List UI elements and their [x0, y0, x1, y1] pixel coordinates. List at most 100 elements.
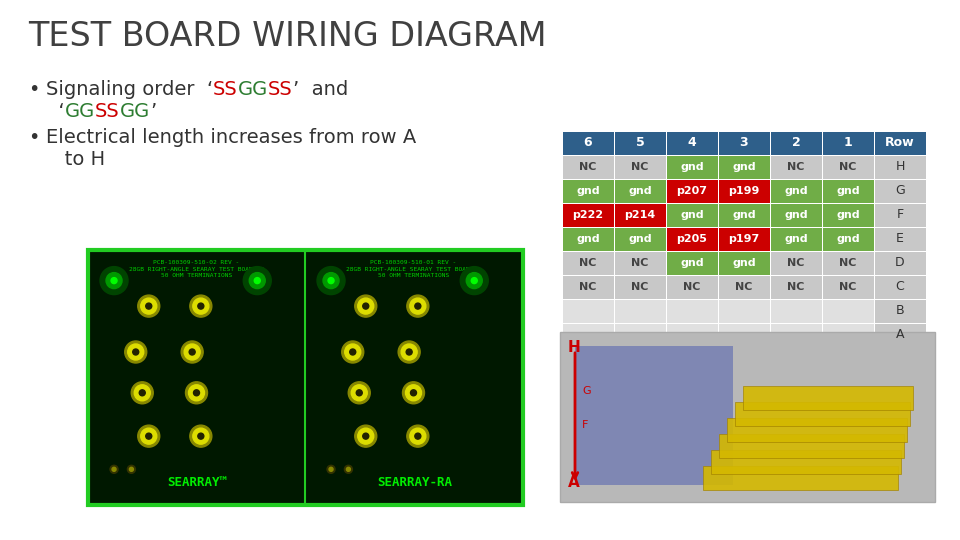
Circle shape	[138, 425, 159, 447]
Circle shape	[401, 344, 418, 360]
Circle shape	[193, 428, 209, 444]
FancyBboxPatch shape	[614, 227, 665, 251]
Text: GG: GG	[238, 80, 268, 99]
Text: ’  and: ’ and	[293, 80, 348, 99]
Circle shape	[125, 341, 147, 363]
FancyBboxPatch shape	[823, 323, 874, 347]
Text: PCB-100309-510-01 REV -
28GB RIGHT-ANGLE SEARAY TEST BOARD 1
50 OHM TERMINATIONS: PCB-100309-510-01 REV - 28GB RIGHT-ANGLE…	[346, 260, 481, 278]
Circle shape	[358, 298, 373, 314]
Text: SEARRAY™: SEARRAY™	[167, 476, 227, 489]
Text: 4: 4	[687, 137, 696, 150]
FancyBboxPatch shape	[718, 300, 770, 322]
Circle shape	[356, 390, 362, 396]
Text: NC: NC	[684, 282, 701, 292]
Text: C: C	[896, 280, 904, 294]
Text: gnd: gnd	[836, 186, 860, 196]
FancyBboxPatch shape	[666, 227, 717, 251]
Text: NC: NC	[839, 258, 856, 268]
FancyBboxPatch shape	[563, 275, 613, 299]
Text: E: E	[896, 233, 904, 246]
FancyBboxPatch shape	[771, 227, 822, 251]
Circle shape	[188, 385, 204, 401]
Circle shape	[348, 382, 371, 404]
Text: NC: NC	[632, 258, 649, 268]
Text: p197: p197	[729, 234, 759, 244]
Text: G: G	[895, 185, 905, 198]
Circle shape	[355, 295, 376, 317]
Circle shape	[345, 465, 352, 473]
Text: NC: NC	[579, 258, 597, 268]
FancyBboxPatch shape	[703, 467, 898, 490]
FancyBboxPatch shape	[875, 300, 925, 322]
Text: G: G	[582, 387, 590, 396]
Text: SEARRAY-RA: SEARRAY-RA	[376, 476, 452, 489]
FancyBboxPatch shape	[823, 156, 874, 179]
Text: gnd: gnd	[628, 186, 652, 196]
Circle shape	[355, 425, 376, 447]
Text: A: A	[896, 328, 904, 341]
Circle shape	[132, 382, 154, 404]
Text: SS: SS	[213, 80, 238, 99]
Circle shape	[328, 278, 334, 284]
Circle shape	[106, 273, 122, 288]
Text: gnd: gnd	[836, 234, 860, 244]
Circle shape	[190, 425, 212, 447]
Text: Row: Row	[885, 137, 915, 150]
FancyBboxPatch shape	[771, 275, 822, 299]
Text: NC: NC	[787, 282, 804, 292]
Text: F: F	[582, 421, 588, 430]
Text: GG: GG	[64, 102, 95, 121]
Circle shape	[134, 385, 151, 401]
FancyBboxPatch shape	[563, 179, 613, 202]
Text: GG: GG	[120, 102, 150, 121]
Circle shape	[181, 341, 204, 363]
FancyBboxPatch shape	[718, 132, 770, 154]
Text: NC: NC	[579, 162, 597, 172]
FancyBboxPatch shape	[614, 300, 665, 322]
Circle shape	[363, 303, 369, 309]
Text: p199: p199	[729, 186, 759, 196]
FancyBboxPatch shape	[727, 418, 906, 442]
Text: p214: p214	[624, 210, 656, 220]
Circle shape	[198, 433, 204, 439]
Text: NC: NC	[787, 258, 804, 268]
Text: H: H	[568, 340, 581, 355]
FancyBboxPatch shape	[666, 204, 717, 226]
Circle shape	[347, 467, 350, 471]
FancyBboxPatch shape	[875, 323, 925, 347]
Circle shape	[190, 295, 212, 317]
FancyBboxPatch shape	[875, 179, 925, 202]
Circle shape	[407, 425, 429, 447]
FancyBboxPatch shape	[563, 323, 613, 347]
FancyBboxPatch shape	[666, 252, 717, 274]
FancyBboxPatch shape	[666, 179, 717, 202]
Text: gnd: gnd	[732, 210, 756, 220]
Text: NC: NC	[839, 162, 856, 172]
Circle shape	[358, 428, 373, 444]
Circle shape	[138, 295, 159, 317]
FancyBboxPatch shape	[718, 252, 770, 274]
Circle shape	[194, 390, 200, 396]
Circle shape	[398, 341, 420, 363]
FancyBboxPatch shape	[666, 275, 717, 299]
Text: F: F	[897, 208, 903, 221]
FancyBboxPatch shape	[771, 252, 822, 274]
FancyBboxPatch shape	[614, 179, 665, 202]
FancyBboxPatch shape	[718, 323, 770, 347]
Text: gnd: gnd	[836, 210, 860, 220]
FancyBboxPatch shape	[718, 156, 770, 179]
Circle shape	[349, 349, 356, 355]
FancyBboxPatch shape	[718, 204, 770, 226]
Circle shape	[407, 295, 429, 317]
Text: 3: 3	[740, 137, 748, 150]
Text: D: D	[895, 256, 905, 269]
FancyBboxPatch shape	[614, 204, 665, 226]
Circle shape	[130, 467, 133, 471]
Text: gnd: gnd	[732, 258, 756, 268]
FancyBboxPatch shape	[563, 156, 613, 179]
Text: gnd: gnd	[784, 186, 807, 196]
FancyBboxPatch shape	[823, 179, 874, 202]
Circle shape	[254, 278, 260, 284]
Circle shape	[410, 298, 426, 314]
Circle shape	[146, 303, 152, 309]
